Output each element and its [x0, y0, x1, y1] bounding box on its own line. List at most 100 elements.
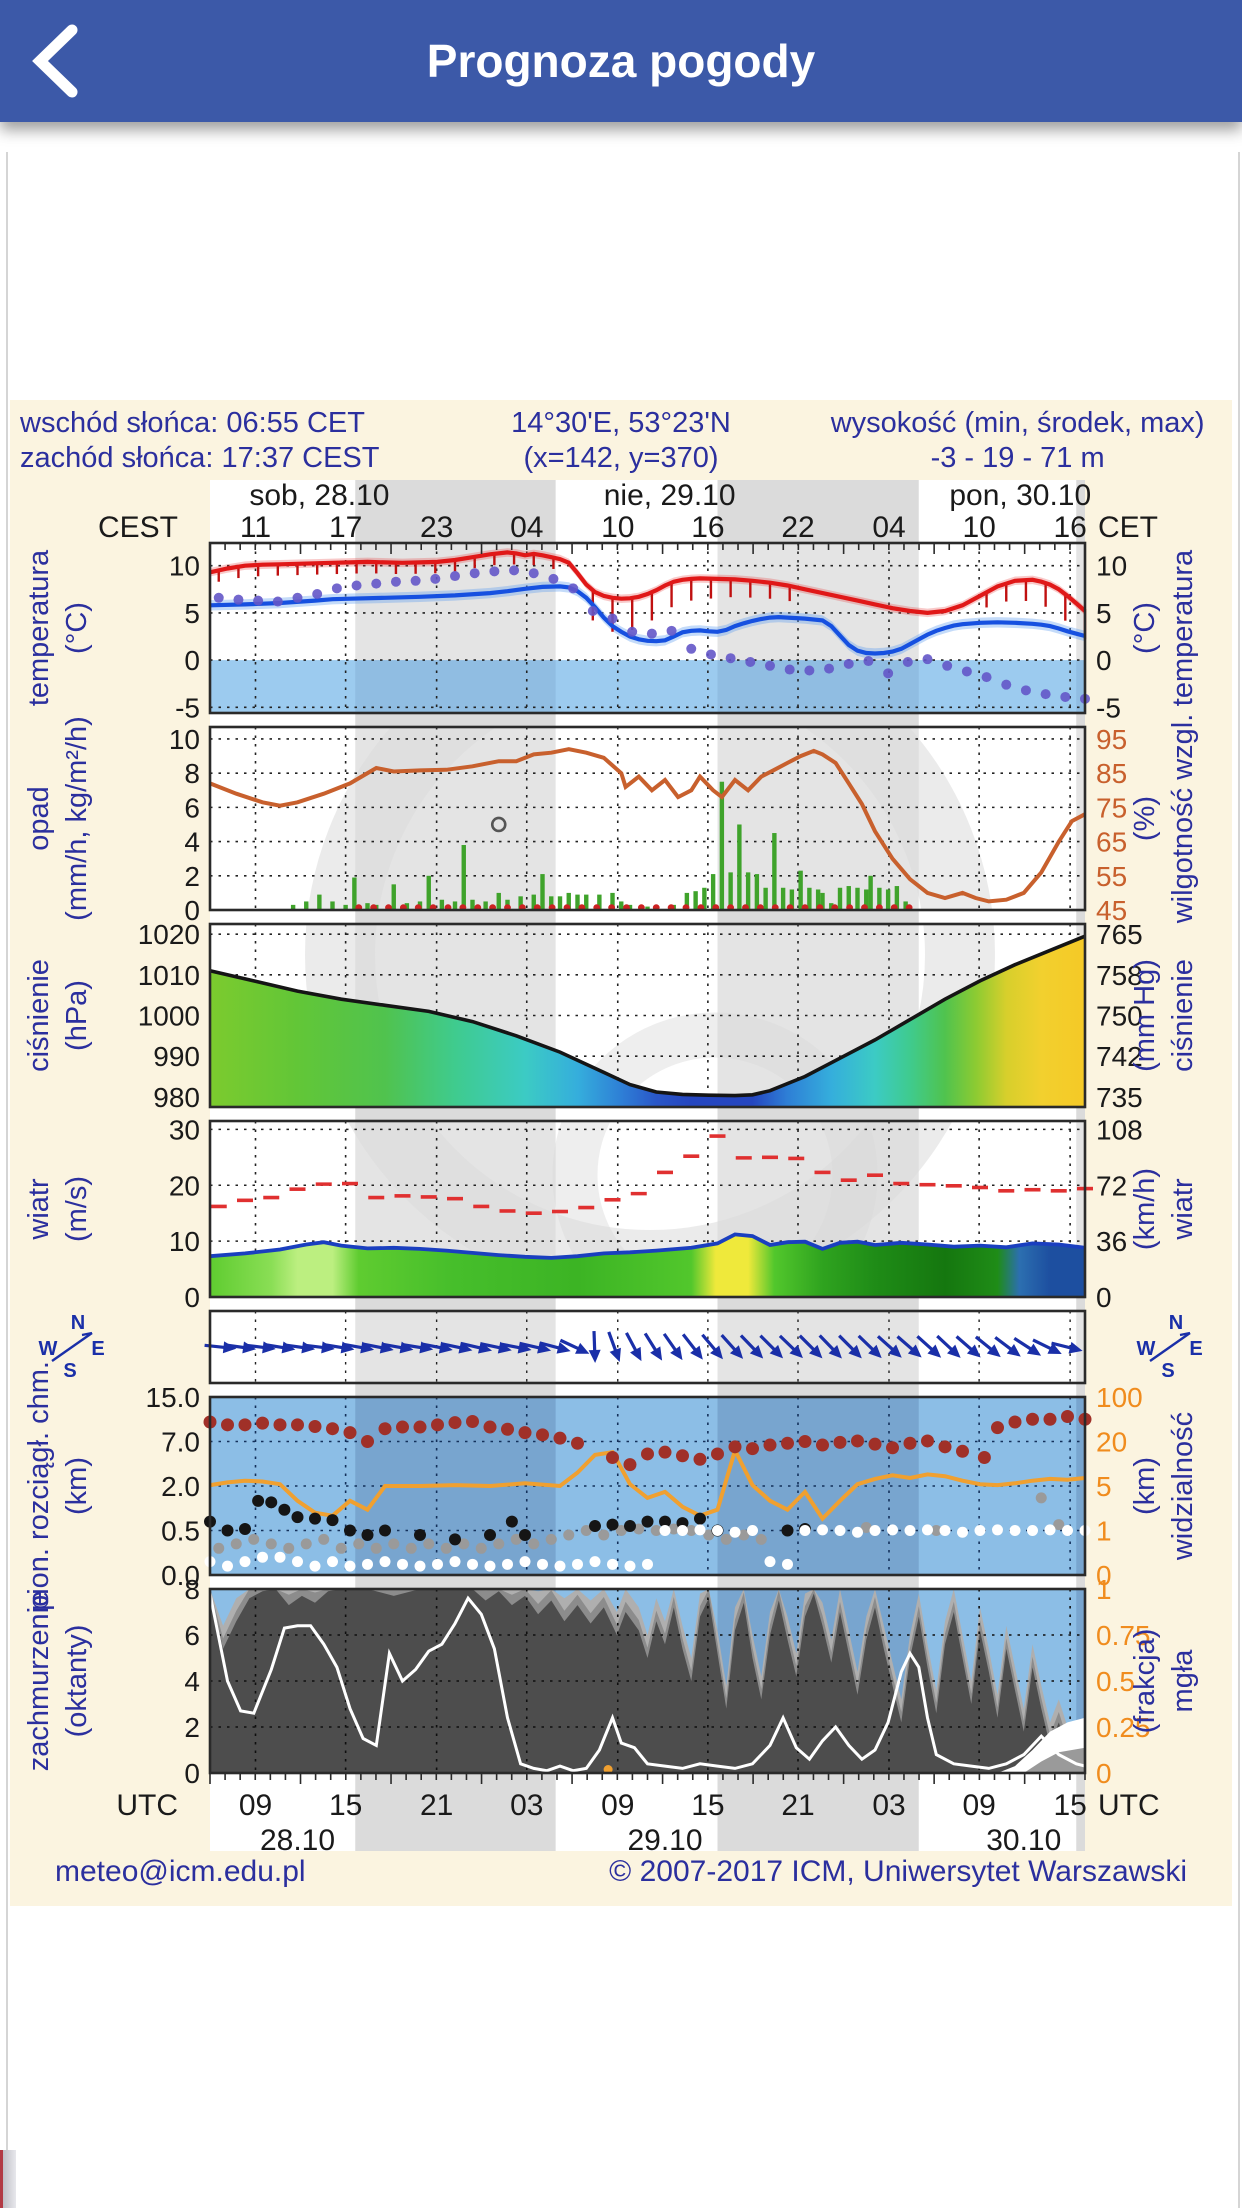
svg-text:09: 09	[962, 1789, 995, 1822]
svg-text:980: 980	[153, 1082, 200, 1113]
svg-text:(mm Hg): (mm Hg)	[1129, 959, 1161, 1072]
svg-text:wilgotność wzgl.: wilgotność wzgl.	[1167, 714, 1199, 925]
svg-text:4: 4	[184, 1666, 200, 1697]
svg-text:65: 65	[1096, 827, 1127, 858]
svg-text:750: 750	[1096, 1001, 1143, 1032]
svg-text:4: 4	[184, 827, 200, 858]
svg-text:55: 55	[1096, 861, 1127, 892]
svg-text:09: 09	[239, 1789, 272, 1822]
svg-text:95: 95	[1096, 724, 1127, 755]
svg-text:0: 0	[1096, 645, 1112, 676]
svg-text:nie, 29.10: nie, 29.10	[604, 479, 736, 512]
svg-text:22: 22	[781, 511, 814, 544]
svg-text:10: 10	[1096, 551, 1127, 582]
svg-text:6: 6	[184, 792, 200, 823]
svg-text:100: 100	[1096, 1382, 1143, 1413]
svg-text:widzialność: widzialność	[1167, 1412, 1199, 1561]
screen-edge-artifact-gray	[3, 2150, 16, 2208]
svg-text:0.5: 0.5	[1096, 1666, 1135, 1697]
svg-text:09: 09	[601, 1789, 634, 1822]
svg-text:36: 36	[1096, 1226, 1127, 1257]
svg-text:0: 0	[1096, 1282, 1112, 1313]
svg-text:85: 85	[1096, 758, 1127, 789]
svg-text:15: 15	[329, 1789, 362, 1822]
svg-text:10: 10	[169, 1226, 200, 1257]
back-chevron-icon	[32, 24, 78, 98]
contact-email: meteo@icm.edu.pl	[55, 1855, 306, 1888]
svg-text:1: 1	[1096, 1516, 1112, 1547]
svg-text:0: 0	[184, 1758, 200, 1789]
svg-text:0: 0	[184, 895, 200, 926]
meteogram-figure: wschód słońca: 06:55 CET zachód słońca: …	[10, 400, 1232, 1906]
svg-text:1000: 1000	[138, 1001, 200, 1032]
svg-text:2.0: 2.0	[161, 1471, 200, 1502]
svg-text:(m/s): (m/s)	[61, 1176, 93, 1242]
svg-text:75: 75	[1096, 792, 1127, 823]
svg-text:S: S	[63, 1360, 76, 1382]
svg-text:1: 1	[1096, 1574, 1112, 1605]
altitude-label: wysokość (min, środek, max)	[830, 407, 1205, 439]
grid-point-text: (x=142, y=370)	[523, 442, 719, 474]
svg-text:S: S	[1161, 1360, 1174, 1382]
back-button[interactable]	[14, 8, 104, 114]
svg-text:UTC: UTC	[116, 1789, 178, 1822]
svg-text:10: 10	[169, 724, 200, 755]
svg-text:04: 04	[510, 511, 543, 544]
location-info: wschód słońca: 06:55 CET zachód słońca: …	[20, 406, 1222, 476]
svg-text:8: 8	[184, 758, 200, 789]
svg-text:1010: 1010	[138, 960, 200, 991]
svg-text:wiatr: wiatr	[1167, 1178, 1199, 1241]
svg-text:16: 16	[691, 511, 724, 544]
svg-text:6: 6	[184, 1620, 200, 1651]
svg-text:758: 758	[1096, 960, 1143, 991]
svg-text:(mm/h, kg/m²/h): (mm/h, kg/m²/h)	[61, 716, 93, 921]
svg-text:30: 30	[169, 1114, 200, 1145]
svg-text:0: 0	[1096, 1758, 1112, 1789]
svg-text:72: 72	[1096, 1170, 1127, 1201]
sunset-text: zachód słońca: 17:37 CEST	[20, 442, 380, 474]
svg-text:2: 2	[184, 861, 200, 892]
svg-text:temperatura: temperatura	[1167, 549, 1199, 706]
svg-text:10: 10	[962, 511, 995, 544]
sunrise-text: wschód słońca: 06:55 CET	[20, 407, 365, 439]
svg-text:E: E	[91, 1338, 104, 1360]
svg-text:0: 0	[184, 1282, 200, 1313]
svg-text:742: 742	[1096, 1041, 1143, 1072]
coords-text: 14°30'E, 53°23'N	[511, 407, 731, 439]
svg-text:03: 03	[872, 1789, 905, 1822]
copyright-text: © 2007-2017 ICM, Uniwersytet Warszawski	[609, 1855, 1187, 1888]
svg-text:45: 45	[1096, 895, 1127, 926]
svg-text:E: E	[1189, 1338, 1202, 1360]
svg-text:20: 20	[1096, 1427, 1127, 1458]
svg-text:21: 21	[781, 1789, 814, 1822]
svg-text:W: W	[39, 1338, 58, 1360]
chart-footer: meteo@icm.edu.pl © 2007-2017 ICM, Uniwer…	[55, 1855, 1187, 1889]
svg-text:CEST: CEST	[98, 511, 178, 544]
svg-text:0: 0	[1096, 1560, 1112, 1591]
app-header: Prognoza pogody	[0, 0, 1242, 122]
svg-text:zachmurzenie: zachmurzenie	[23, 1591, 55, 1772]
svg-text:opad: opad	[23, 786, 55, 851]
svg-text:5: 5	[184, 598, 200, 629]
svg-text:765: 765	[1096, 919, 1143, 950]
svg-text:N: N	[1169, 1312, 1183, 1334]
svg-text:16: 16	[1053, 511, 1086, 544]
svg-text:UTC: UTC	[1098, 1789, 1160, 1822]
svg-text:15: 15	[691, 1789, 724, 1822]
svg-text:5: 5	[1096, 1471, 1112, 1502]
svg-text:0.0: 0.0	[161, 1560, 200, 1591]
svg-text:7.0: 7.0	[161, 1427, 200, 1458]
svg-text:0: 0	[184, 645, 200, 676]
svg-text:mgła: mgła	[1167, 1649, 1199, 1713]
svg-text:(frakcja): (frakcja)	[1129, 1629, 1161, 1734]
svg-text:29.10: 29.10	[627, 1824, 702, 1855]
svg-text:N: N	[71, 1312, 85, 1334]
svg-text:wiatr: wiatr	[23, 1178, 55, 1241]
svg-text:10: 10	[169, 551, 200, 582]
altitude-values: -3 - 19 - 71 m	[930, 442, 1105, 474]
svg-text:(%): (%)	[1129, 796, 1161, 841]
svg-text:ciśnienie: ciśnienie	[23, 959, 55, 1072]
svg-text:CET: CET	[1098, 511, 1158, 544]
svg-text:04: 04	[872, 511, 905, 544]
